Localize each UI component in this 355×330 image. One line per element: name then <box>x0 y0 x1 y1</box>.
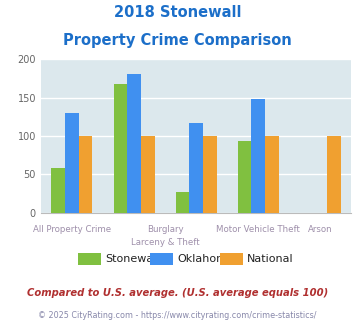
Bar <box>127 74 141 213</box>
Text: Motor Vehicle Theft: Motor Vehicle Theft <box>216 225 300 234</box>
Text: National: National <box>247 254 294 264</box>
Bar <box>51 168 65 213</box>
Text: Stonewall: Stonewall <box>105 254 160 264</box>
Text: © 2025 CityRating.com - https://www.cityrating.com/crime-statistics/: © 2025 CityRating.com - https://www.city… <box>38 311 317 320</box>
Bar <box>238 142 251 213</box>
Bar <box>189 123 203 213</box>
Text: All Property Crime: All Property Crime <box>33 225 111 234</box>
Bar <box>251 99 265 213</box>
Bar <box>114 84 127 213</box>
Text: Arson: Arson <box>308 225 333 234</box>
Bar <box>203 136 217 213</box>
Bar <box>79 136 92 213</box>
Text: 2018 Stonewall: 2018 Stonewall <box>114 5 241 20</box>
Text: Burglary: Burglary <box>147 225 184 234</box>
Bar <box>65 113 79 213</box>
Text: Property Crime Comparison: Property Crime Comparison <box>63 33 292 48</box>
Bar <box>176 192 189 213</box>
Bar <box>141 136 154 213</box>
Text: Larceny & Theft: Larceny & Theft <box>131 238 200 247</box>
Bar <box>327 136 341 213</box>
Text: Oklahoma: Oklahoma <box>177 254 234 264</box>
Text: Compared to U.S. average. (U.S. average equals 100): Compared to U.S. average. (U.S. average … <box>27 288 328 298</box>
Bar <box>265 136 279 213</box>
